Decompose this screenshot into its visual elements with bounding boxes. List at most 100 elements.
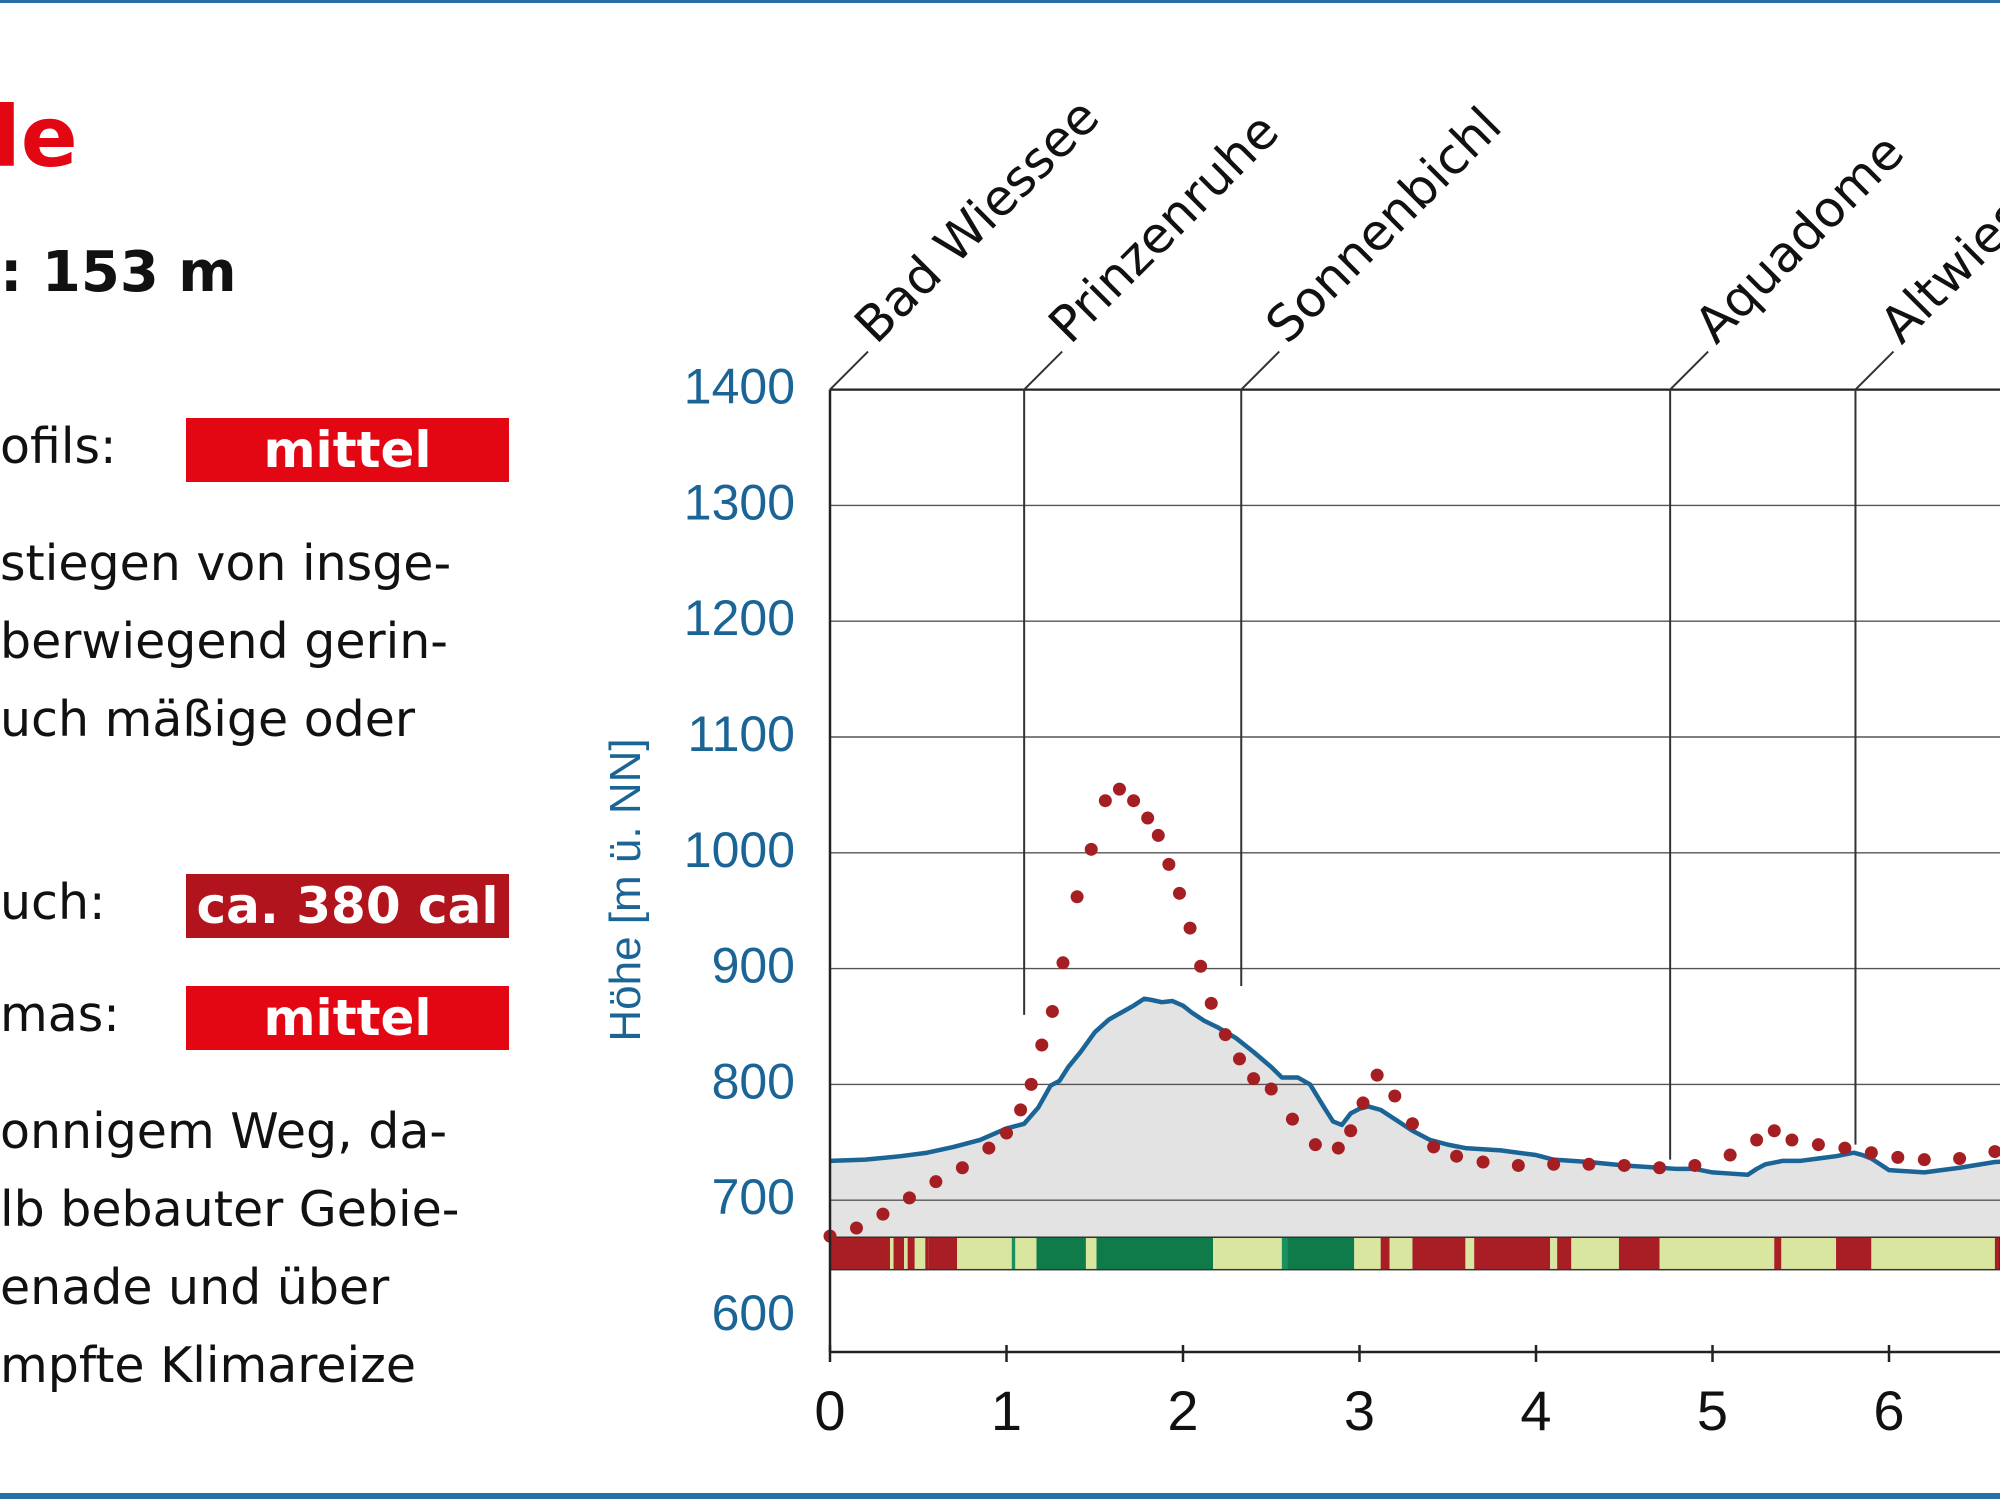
place-label: Sonnenbichl <box>1255 96 1513 354</box>
surface-segment <box>1618 1237 1660 1270</box>
surface-segment <box>1871 1237 1995 1270</box>
climate-text-line: lb bebauter Gebie- <box>0 1181 460 1238</box>
dotted-series-point <box>1356 1096 1370 1110</box>
dotted-series-point <box>849 1221 863 1235</box>
climate-text-line: mpfte Klimareize <box>0 1337 416 1394</box>
y-axis-label: Höhe [m ü. NN] <box>601 738 650 1041</box>
surface-segment <box>1781 1237 1837 1270</box>
surface-segment <box>904 1237 908 1270</box>
dotted-series-point <box>1917 1153 1931 1167</box>
profile-badge: mittel <box>186 418 509 482</box>
y-tick-label: 900 <box>712 938 795 994</box>
surface-segment <box>1085 1237 1097 1270</box>
dotted-series-point <box>1617 1158 1631 1172</box>
surface-segment <box>1287 1237 1355 1270</box>
dotted-series-point <box>1988 1145 2000 1159</box>
surface-segment <box>1571 1237 1619 1270</box>
dotted-series-point <box>1172 886 1186 900</box>
dotted-series-point <box>1045 1004 1059 1018</box>
dotted-series-point <box>1285 1112 1299 1126</box>
x-tick-label: 6 <box>1873 1379 1904 1442</box>
dotted-series-point <box>1070 890 1084 904</box>
profile-description: stiegen von insge- berwiegend gerin- uch… <box>0 525 451 759</box>
place-marker-leader <box>1854 350 1895 391</box>
x-tick-label: 1 <box>991 1379 1022 1442</box>
dotted-series-point <box>1427 1140 1441 1154</box>
dotted-series-point <box>1511 1158 1525 1172</box>
dotted-series-point <box>1891 1150 1905 1164</box>
surface-segment <box>1412 1237 1466 1270</box>
dotted-series-point <box>982 1141 996 1155</box>
profile-text-line: berwiegend gerin- <box>0 613 448 670</box>
elevation-line <box>829 996 2000 1177</box>
dotted-series-point <box>1331 1141 1345 1155</box>
y-tick-label: 1400 <box>684 359 795 415</box>
dotted-series-point <box>1308 1138 1322 1152</box>
dotted-series-point <box>876 1207 890 1221</box>
surface-segment <box>1994 1237 2000 1270</box>
surface-segment <box>1836 1237 1872 1270</box>
dotted-series-point <box>1838 1141 1852 1155</box>
surface-segment <box>1096 1237 1214 1270</box>
y-tick-label: 1200 <box>684 590 795 646</box>
dotted-series-point <box>1405 1117 1419 1131</box>
surface-segment <box>1006 1237 1012 1270</box>
dotted-series-point <box>1450 1149 1464 1163</box>
surface-segment <box>907 1237 915 1270</box>
dotted-series-point <box>1767 1124 1781 1138</box>
profile-text-line: uch mäßige oder <box>0 691 416 748</box>
climate-label: mas: <box>0 986 120 1043</box>
dotted-series-point <box>1024 1077 1038 1091</box>
dotted-series-point <box>1112 782 1126 796</box>
x-tick-label: 3 <box>1344 1379 1375 1442</box>
surface-segment <box>928 1237 958 1270</box>
surface-segment <box>1550 1237 1558 1270</box>
dotted-series-point <box>1056 956 1070 970</box>
dotted-series-point <box>1750 1133 1764 1147</box>
dotted-series-point <box>1000 1126 1013 1140</box>
dotted-series-point <box>1084 842 1098 856</box>
place-marker-leader <box>1669 350 1709 391</box>
surface-segment <box>830 1237 891 1270</box>
surface-segment <box>1465 1237 1475 1270</box>
surface-segment <box>914 1237 926 1270</box>
y-tick-label: 1000 <box>684 822 795 878</box>
dotted-series-point <box>1183 921 1197 935</box>
surface-segment <box>893 1237 905 1270</box>
dotted-series-point <box>1098 794 1112 808</box>
surface-segment <box>1354 1237 1381 1270</box>
x-tick-label: 2 <box>1167 1379 1198 1442</box>
dotted-series-point <box>1653 1161 1667 1175</box>
y-tick-label: 1300 <box>684 474 795 530</box>
dotted-series-point <box>1127 794 1141 808</box>
y-tick-label: 700 <box>712 1169 795 1225</box>
dotted-series-point <box>1582 1157 1596 1171</box>
climate-text-line: enade und über <box>0 1259 390 1316</box>
dotted-series-point <box>1547 1157 1561 1171</box>
profile-label: ofils: <box>0 418 117 475</box>
surface-segment <box>1474 1237 1536 1270</box>
dotted-series-point <box>1141 811 1155 825</box>
place-marker-leader <box>1023 350 1063 391</box>
dotted-series-point <box>1953 1152 1967 1166</box>
y-tick-label: 600 <box>712 1285 795 1341</box>
surface-segment <box>1389 1237 1413 1270</box>
place-marker-leader <box>829 350 869 391</box>
surface-segment <box>1774 1237 1782 1270</box>
dotted-series-point <box>1388 1089 1402 1103</box>
dotted-series-point <box>1151 828 1165 842</box>
dotted-series-point <box>1811 1138 1825 1152</box>
dotted-series-point <box>1232 1052 1246 1066</box>
dotted-series-point <box>1688 1158 1702 1172</box>
y-tick-label: 1100 <box>687 706 795 762</box>
surface-segment <box>1557 1237 1572 1270</box>
bottom-frame-line <box>0 1493 2000 1499</box>
surface-segment <box>925 1237 929 1270</box>
dotted-series-point <box>1723 1148 1737 1162</box>
climate-description: onnigem Weg, da- lb bebauter Gebie- enad… <box>0 1093 459 1405</box>
dotted-series-point <box>1162 857 1176 871</box>
x-tick-label: 0 <box>814 1379 845 1442</box>
profile-text-line: stiegen von insge- <box>0 535 452 592</box>
dotted-series-point <box>1370 1068 1384 1082</box>
